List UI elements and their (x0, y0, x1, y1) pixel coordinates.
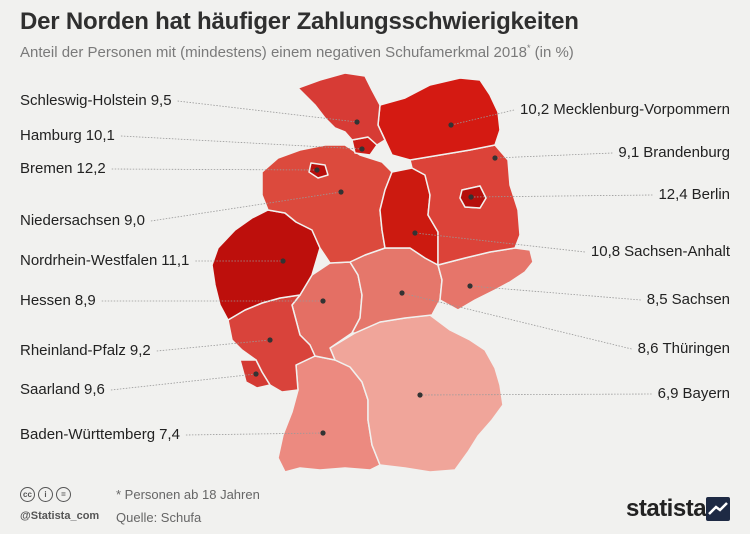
state-value: 8,6 (637, 340, 659, 357)
marker-dot-niedersachsen (338, 189, 344, 195)
leader-line-hamburg (120, 135, 363, 150)
state-label-bayern: 6,9 Bayern (658, 385, 730, 403)
marker-dot-thueringen (399, 290, 405, 296)
marker-dot-hessen (320, 298, 326, 304)
state-name: Hamburg (20, 127, 82, 144)
leader-line-sachsen-anhalt (414, 232, 585, 253)
leader-line-baden-wuerttemberg (185, 432, 324, 436)
attribution-icon: i (38, 487, 53, 502)
state-name: Sachsen-Anhalt (624, 243, 730, 260)
marker-dot-schleswig-holstein (354, 119, 360, 125)
leader-line-schleswig-holstein (177, 100, 358, 123)
chart-subtitle: Anteil der Personen mit (mindestens) ein… (20, 43, 574, 61)
state-label-berlin: 12,4 Berlin (658, 186, 730, 204)
no-derivatives-icon: = (56, 487, 71, 502)
state-value: 9,0 (124, 212, 145, 229)
marker-dot-brandenburg (492, 155, 498, 161)
leader-line-bremen (111, 168, 318, 171)
leader-lines (101, 100, 653, 436)
state-name: Rheinland-Pfalz (20, 342, 126, 359)
state-value: 9,6 (84, 381, 105, 398)
state-value: 12,2 (76, 160, 106, 177)
state-value: 6,9 (657, 385, 679, 402)
leader-line-saarland (110, 373, 257, 391)
state-label-rheinland-pfalz: Rheinland-Pfalz 9,2 (20, 342, 151, 360)
license-icons: cc i = (20, 487, 71, 502)
leader-line-berlin (470, 194, 653, 198)
state-label-hamburg: Hamburg 10,1 (20, 127, 115, 145)
state-label-hessen: Hessen 8,9 (20, 292, 96, 310)
state-name: Schleswig-Holstein (20, 92, 147, 109)
state-name: Berlin (691, 186, 730, 203)
state-value: 7,4 (159, 426, 180, 443)
state-name: Bayern (682, 385, 730, 402)
leader-line-bayern (419, 393, 652, 396)
state-label-schleswig-holstein: Schleswig-Holstein 9,5 (20, 92, 172, 110)
state-value: 10,2 (520, 101, 550, 118)
state-label-mecklenburg-vorpommern: 10,2 Mecklenburg-Vorpommern (520, 101, 730, 119)
marker-dot-berlin (468, 194, 474, 200)
marker-dot-bayern (417, 392, 423, 398)
state-name: Hessen (20, 292, 71, 309)
state-value: 12,4 (658, 186, 688, 203)
creative-commons-icon: cc (20, 487, 35, 502)
state-schleswig-holstein (297, 72, 386, 146)
state-label-sachsen-anhalt: 10,8 Sachsen-Anhalt (591, 243, 730, 261)
marker-dot-mecklenburg-vorpommern (448, 122, 454, 128)
state-name: Niedersachsen (20, 212, 121, 229)
state-mecklenburg-vorpommern (377, 77, 501, 161)
marker-dot-sachsen (467, 283, 473, 289)
statista-logo-icon (706, 497, 730, 521)
state-label-nordrhein-westfalen: Nordrhein-Westfalen 11,1 (20, 252, 189, 270)
state-label-thueringen: 8,6 Thüringen (638, 340, 730, 358)
leader-line-mecklenburg-vorpommern (450, 109, 515, 126)
marker-dot-nordrhein-westfalen (280, 258, 286, 264)
state-value: 11,1 (161, 252, 190, 269)
statista-logo: statista (626, 495, 707, 522)
state-value: 10,8 (590, 243, 621, 260)
marker-dot-saarland (253, 371, 259, 377)
marker-dot-baden-wuerttemberg (320, 430, 326, 436)
marker-dot-rheinland-pfalz (267, 337, 273, 343)
state-nordrhein-westfalen (211, 209, 321, 321)
chart-title: Der Norden hat häufiger Zahlungsschwieri… (20, 8, 579, 35)
state-value: 8,5 (646, 291, 668, 308)
leader-line-thueringen (401, 292, 632, 350)
state-label-bremen: Bremen 12,2 (20, 160, 106, 178)
state-label-niedersachsen: Niedersachsen 9,0 (20, 212, 145, 230)
state-value: 9,5 (150, 92, 172, 109)
state-value: 9,2 (129, 342, 151, 359)
statista-handle: @Statista_com (20, 510, 100, 522)
marker-dot-hamburg (359, 146, 365, 152)
state-value: 8,9 (74, 292, 96, 309)
state-name: Baden-Württemberg (20, 426, 156, 443)
state-name: Bremen (20, 160, 73, 177)
footnote: * Personen ab 18 Jahren (116, 487, 260, 502)
state-value: 10,1 (85, 127, 115, 144)
state-label-baden-wuerttemberg: Baden-Württemberg 7,4 (20, 426, 180, 444)
leader-line-niedersachsen (150, 191, 342, 222)
source-note: Quelle: Schufa (116, 510, 202, 525)
state-label-brandenburg: 9,1 Brandenburg (618, 144, 730, 162)
marker-dot-bremen (314, 167, 320, 173)
state-name: Saarland (20, 381, 81, 398)
marker-dot-sachsen-anhalt (412, 230, 418, 236)
state-name: Thüringen (662, 340, 730, 357)
state-label-sachsen: 8,5 Sachsen (647, 291, 730, 309)
state-value: 9,1 (618, 144, 640, 161)
state-label-saarland: Saarland 9,6 (20, 381, 105, 399)
leader-line-brandenburg (494, 152, 613, 159)
state-name: Mecklenburg-Vorpommern (553, 101, 730, 118)
leader-line-rheinland-pfalz (156, 339, 271, 352)
state-name: Sachsen (671, 291, 730, 308)
state-name: Brandenburg (643, 144, 730, 161)
state-name: Nordrhein-Westfalen (20, 252, 158, 269)
